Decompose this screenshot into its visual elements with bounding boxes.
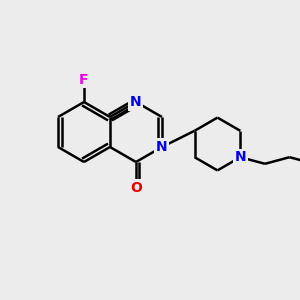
Text: N: N	[235, 150, 246, 164]
Text: O: O	[130, 181, 142, 194]
Text: F: F	[79, 73, 89, 86]
Text: N: N	[156, 140, 168, 154]
Text: N: N	[130, 95, 142, 109]
